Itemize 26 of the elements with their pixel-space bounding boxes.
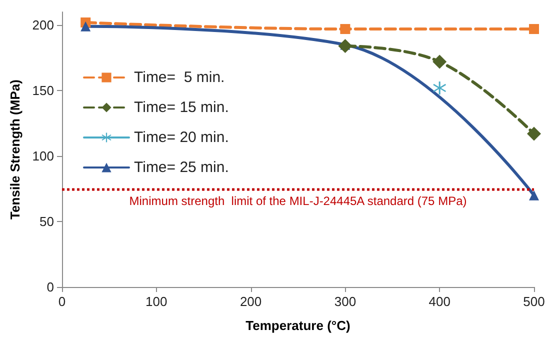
point	[338, 39, 352, 54]
point	[80, 21, 91, 32]
x-tick-label: 500	[523, 294, 545, 309]
legend-label: Time= 25 min.	[134, 159, 229, 176]
x-tick-label: 300	[334, 294, 356, 309]
x-tick-label: 400	[428, 294, 450, 309]
y-tick-label: 200	[32, 18, 54, 33]
x-axis-title: Temperature (°C)	[246, 318, 350, 333]
point	[340, 24, 350, 34]
y-tick-label: 150	[32, 83, 54, 98]
point	[432, 54, 447, 69]
legend-label: Time= 5 min.	[134, 69, 225, 86]
x-tick-label: 100	[146, 294, 168, 309]
x-tick-label: 200	[240, 294, 262, 309]
point	[527, 126, 541, 141]
y-tick-label: 0	[46, 280, 54, 294]
x-tick-label: 0	[58, 294, 66, 309]
y-tick-label: 50	[40, 214, 54, 230]
ref-line-label: Minimum strength limit of the MIL-J-24445A standard (75 MPa)	[129, 194, 467, 208]
point	[433, 81, 446, 94]
legend-label: Time= 15 min.	[134, 99, 229, 116]
point	[529, 24, 539, 34]
y-tick-label: 100	[32, 148, 54, 164]
point	[529, 190, 539, 200]
legend-label: Time= 20 min.	[134, 129, 229, 146]
y-axis-title: Tensile Strength (MPa)	[7, 80, 22, 220]
